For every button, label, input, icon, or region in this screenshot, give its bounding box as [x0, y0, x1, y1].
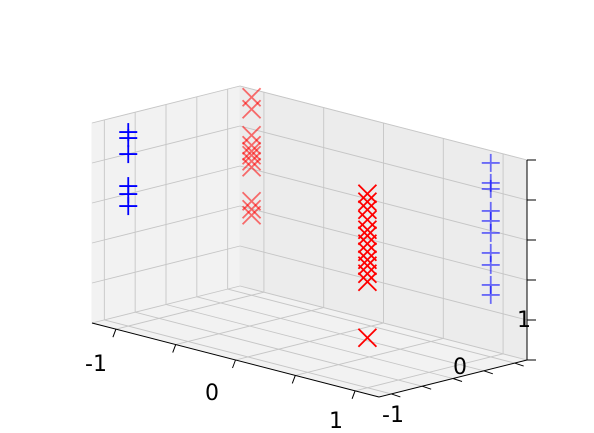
- x-tick: [291, 375, 296, 384]
- grid-line: [227, 288, 515, 364]
- plus-marker-point: [481, 179, 500, 198]
- plus-marker-point: [119, 129, 138, 148]
- x-marker-point: [241, 157, 262, 177]
- x-marker-point: [357, 264, 378, 284]
- x-marker-point: [241, 125, 262, 145]
- x-marker-point: [241, 151, 262, 171]
- x-marker-point: [241, 141, 262, 161]
- x-tick: [172, 344, 177, 353]
- x-marker-point: [357, 200, 378, 220]
- grid-line: [91, 165, 241, 204]
- x-tick: [112, 328, 117, 338]
- grid-line: [135, 311, 423, 387]
- grid-line: [104, 319, 392, 395]
- plus-marker-point: [481, 153, 500, 172]
- grid-line: [91, 245, 241, 284]
- x-tick: [232, 359, 236, 369]
- x-marker-point: [357, 226, 378, 246]
- grid-line: [239, 165, 528, 241]
- plus-marker-point: [481, 255, 500, 274]
- x-tick-label: -1: [85, 352, 107, 377]
- grid-line: [91, 205, 241, 244]
- x-tick: [351, 390, 356, 400]
- grid-line: [91, 285, 241, 324]
- y-tick-label: 0: [453, 355, 467, 380]
- x-marker-point: [357, 242, 378, 262]
- x-marker-point: [241, 199, 262, 219]
- grid-line: [91, 85, 241, 124]
- grid-line: [239, 125, 528, 201]
- plus-marker-point: [119, 145, 138, 164]
- plus-marker-point: [119, 197, 138, 216]
- axis-ticks: [112, 159, 536, 400]
- x-marker-point: [241, 191, 262, 211]
- grid-line: [239, 285, 528, 361]
- plus-marker-point: [481, 223, 500, 242]
- x-marker-point: [357, 250, 378, 270]
- y-tick: [514, 362, 524, 367]
- x-marker-point: [241, 135, 262, 155]
- y-tick-label: -1: [382, 403, 404, 428]
- y-tick: [422, 385, 432, 390]
- x-marker-point: [241, 99, 262, 119]
- plus-marker-point: [481, 285, 500, 304]
- x-marker-point: [357, 256, 378, 276]
- grid-line: [239, 85, 528, 161]
- y-tick-label: 1: [517, 308, 531, 333]
- x-marker-point: [357, 192, 378, 212]
- x-tick-label: 1: [329, 409, 343, 433]
- x-marker-point: [357, 220, 378, 240]
- x-marker-point: [357, 272, 378, 292]
- x-marker-point: [357, 210, 378, 230]
- grid-line: [165, 304, 454, 379]
- y-tick: [483, 370, 493, 375]
- grid-line: [196, 296, 484, 372]
- x-marker-point: [357, 184, 378, 204]
- y-tick: [391, 393, 401, 398]
- axis-panes: [91, 85, 528, 398]
- x-tick-label: 0: [205, 381, 219, 406]
- y-tick: [452, 378, 463, 382]
- data-points: [119, 87, 500, 348]
- grid-lines: [91, 85, 528, 395]
- grid-line: [91, 125, 241, 164]
- x-marker-point: [357, 328, 378, 348]
- grid-line: [239, 205, 528, 281]
- grid-line: [239, 245, 528, 321]
- x-marker-point: [241, 205, 262, 225]
- x-marker-point: [357, 234, 378, 254]
